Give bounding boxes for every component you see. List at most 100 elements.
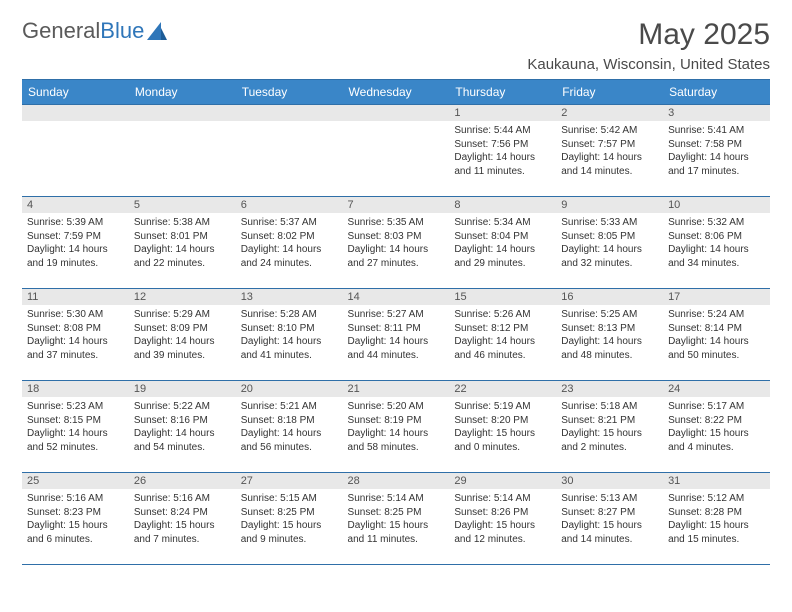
day-number: 10 xyxy=(663,197,770,213)
logo: GeneralBlue xyxy=(22,18,167,44)
day-detail-line: Sunset: 8:10 PM xyxy=(241,322,338,336)
day-number: 31 xyxy=(663,473,770,489)
calendar-day-cell: 9Sunrise: 5:33 AMSunset: 8:05 PMDaylight… xyxy=(556,197,663,289)
day-detail-line: and 52 minutes. xyxy=(27,441,124,455)
day-detail-line: Sunset: 8:14 PM xyxy=(668,322,765,336)
day-details: Sunrise: 5:18 AMSunset: 8:21 PMDaylight:… xyxy=(556,397,663,457)
day-number: 21 xyxy=(343,381,450,397)
day-detail-line: Sunset: 8:16 PM xyxy=(134,414,231,428)
day-number: 17 xyxy=(663,289,770,305)
day-detail-line: Sunrise: 5:23 AM xyxy=(27,400,124,414)
day-detail-line: Daylight: 14 hours xyxy=(348,335,445,349)
day-details: Sunrise: 5:37 AMSunset: 8:02 PMDaylight:… xyxy=(236,213,343,273)
day-detail-line: Daylight: 14 hours xyxy=(454,151,551,165)
day-detail-line: Sunset: 8:05 PM xyxy=(561,230,658,244)
day-detail-line: Daylight: 14 hours xyxy=(454,335,551,349)
day-detail-line: Sunrise: 5:29 AM xyxy=(134,308,231,322)
day-number: 9 xyxy=(556,197,663,213)
day-detail-line: and 4 minutes. xyxy=(668,441,765,455)
month-title: May 2025 xyxy=(527,18,770,52)
day-detail-line: Sunset: 8:19 PM xyxy=(348,414,445,428)
day-detail-line: Sunrise: 5:18 AM xyxy=(561,400,658,414)
calendar-day-cell: 30Sunrise: 5:13 AMSunset: 8:27 PMDayligh… xyxy=(556,473,663,565)
day-number: 1 xyxy=(449,105,556,121)
day-detail-line: Daylight: 14 hours xyxy=(348,243,445,257)
day-details: Sunrise: 5:29 AMSunset: 8:09 PMDaylight:… xyxy=(129,305,236,365)
weekday-header: Wednesday xyxy=(343,80,450,105)
calendar-day-cell: 25 Sunrise: 5:16 AMSunset: 8:23 PMDayligh… xyxy=(22,473,129,565)
day-detail-line: Sunrise: 5:16 AM xyxy=(134,492,231,506)
weekday-header: Tuesday xyxy=(236,80,343,105)
day-detail-line: Sunrise: 5:28 AM xyxy=(241,308,338,322)
day-detail-line: Daylight: 15 hours xyxy=(27,519,124,533)
day-detail-line: Daylight: 14 hours xyxy=(348,427,445,441)
day-details: Sunrise: 5:28 AMSunset: 8:10 PMDaylight:… xyxy=(236,305,343,365)
calendar-day-cell: 24Sunrise: 5:17 AMSunset: 8:22 PMDayligh… xyxy=(663,381,770,473)
day-number: 25 xyxy=(22,473,129,489)
day-detail-line: and 34 minutes. xyxy=(668,257,765,271)
day-details: Sunrise: 5:16 AMSunset: 8:24 PMDaylight:… xyxy=(129,489,236,549)
day-number: 18 xyxy=(22,381,129,397)
day-detail-line: and 19 minutes. xyxy=(27,257,124,271)
day-detail-line: and 46 minutes. xyxy=(454,349,551,363)
day-detail-line: Sunrise: 5:44 AM xyxy=(454,124,551,138)
day-details: Sunrise: 5:14 AMSunset: 8:25 PMDaylight:… xyxy=(343,489,450,549)
day-details: Sunrise: 5:25 AMSunset: 8:13 PMDaylight:… xyxy=(556,305,663,365)
day-number xyxy=(343,105,450,121)
day-number: 26 xyxy=(129,473,236,489)
day-detail-line: and 56 minutes. xyxy=(241,441,338,455)
day-detail-line: Sunset: 8:13 PM xyxy=(561,322,658,336)
day-detail-line: Sunrise: 5:26 AM xyxy=(454,308,551,322)
day-number: 19 xyxy=(129,381,236,397)
day-detail-line: Sunset: 8:04 PM xyxy=(454,230,551,244)
calendar-day-cell: 21 Sunrise: 5:20 AMSunset: 8:19 PMDayligh… xyxy=(343,381,450,473)
day-detail-line: Daylight: 15 hours xyxy=(454,427,551,441)
day-number: 15 xyxy=(449,289,556,305)
calendar-day-cell: 16Sunrise: 5:25 AMSunset: 8:13 PMDayligh… xyxy=(556,289,663,381)
calendar-day-cell: 1Sunrise: 5:44 AMSunset: 7:56 PMDaylight… xyxy=(449,105,556,197)
day-detail-line: Sunset: 8:06 PM xyxy=(668,230,765,244)
day-detail-line: Daylight: 14 hours xyxy=(561,335,658,349)
day-detail-line: Sunrise: 5:12 AM xyxy=(668,492,765,506)
day-details: Sunrise: 5:23 AMSunset: 8:15 PMDaylight:… xyxy=(22,397,129,457)
day-detail-line: Daylight: 15 hours xyxy=(348,519,445,533)
day-detail-line: Daylight: 15 hours xyxy=(134,519,231,533)
calendar-day-cell: 7Sunrise: 5:35 AMSunset: 8:03 PMDaylight… xyxy=(343,197,450,289)
weekday-header: Monday xyxy=(129,80,236,105)
day-detail-line: Daylight: 14 hours xyxy=(561,243,658,257)
day-detail-line: and 15 minutes. xyxy=(668,533,765,547)
day-detail-line: Sunset: 8:20 PM xyxy=(454,414,551,428)
day-detail-line: Sunrise: 5:35 AM xyxy=(348,216,445,230)
calendar-table: Sunday Monday Tuesday Wednesday Thursday… xyxy=(22,79,770,565)
day-detail-line: Sunrise: 5:38 AM xyxy=(134,216,231,230)
day-detail-line: Sunrise: 5:20 AM xyxy=(348,400,445,414)
day-number: 8 xyxy=(449,197,556,213)
day-detail-line: Daylight: 15 hours xyxy=(454,519,551,533)
day-number: 28 xyxy=(343,473,450,489)
day-detail-line: Sunset: 8:09 PM xyxy=(134,322,231,336)
day-detail-line: Daylight: 14 hours xyxy=(668,335,765,349)
day-detail-line: Daylight: 14 hours xyxy=(668,151,765,165)
logo-text-general: General xyxy=(22,18,100,44)
day-detail-line: and 39 minutes. xyxy=(134,349,231,363)
day-number: 4 xyxy=(22,197,129,213)
day-details: Sunrise: 5:30 AMSunset: 8:08 PMDaylight:… xyxy=(22,305,129,365)
day-number: 11 xyxy=(22,289,129,305)
calendar-day-cell: 20Sunrise: 5:21 AMSunset: 8:18 PMDayligh… xyxy=(236,381,343,473)
day-number: 22 xyxy=(449,381,556,397)
day-detail-line: Sunset: 8:23 PM xyxy=(27,506,124,520)
calendar-day-cell: 29Sunrise: 5:14 AMSunset: 8:26 PMDayligh… xyxy=(449,473,556,565)
calendar-week-row: 25Sunrise: 5:16 AMSunset: 8:23 PMDayligh… xyxy=(22,473,770,565)
calendar-day-cell: 10Sunrise: 5:32 AMSunset: 8:06 PMDayligh… xyxy=(663,197,770,289)
day-detail-line: Daylight: 14 hours xyxy=(241,335,338,349)
day-detail-line: Sunrise: 5:15 AM xyxy=(241,492,338,506)
calendar-day-cell: 19Sunrise: 5:22 AMSunset: 8:16 PMDayligh… xyxy=(129,381,236,473)
day-detail-line: Sunset: 8:21 PM xyxy=(561,414,658,428)
day-detail-line: Daylight: 15 hours xyxy=(668,427,765,441)
day-detail-line: Daylight: 14 hours xyxy=(241,427,338,441)
day-detail-line: Sunrise: 5:16 AM xyxy=(27,492,124,506)
day-detail-line: Sunrise: 5:32 AM xyxy=(668,216,765,230)
day-details: Sunrise: 5:38 AMSunset: 8:01 PMDaylight:… xyxy=(129,213,236,273)
calendar-day-cell: 23Sunrise: 5:18 AMSunset: 8:21 PMDayligh… xyxy=(556,381,663,473)
day-detail-line: Daylight: 15 hours xyxy=(561,519,658,533)
